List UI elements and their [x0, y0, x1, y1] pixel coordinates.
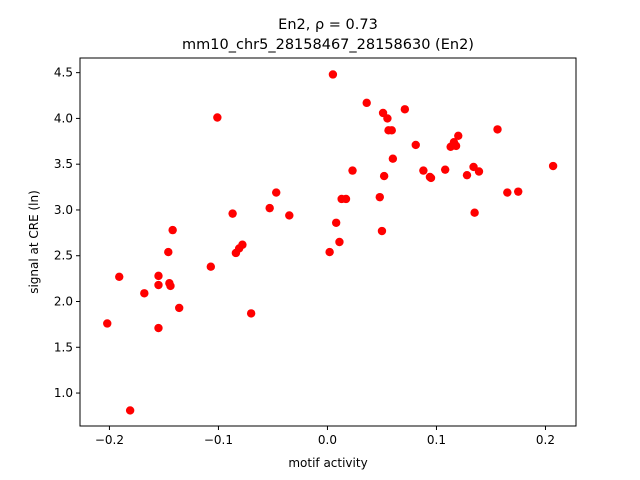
data-point: [272, 188, 281, 197]
x-tick-label: 0.0: [318, 433, 337, 447]
data-point: [548, 161, 558, 171]
data-point: [503, 188, 512, 197]
data-point: [115, 272, 124, 281]
y-tick-label: 4.0: [54, 111, 73, 125]
y-tick-label: 2.0: [54, 295, 73, 309]
data-point: [375, 192, 384, 202]
y-tick-label: 4.5: [54, 66, 73, 80]
data-point: [325, 247, 334, 257]
data-point: [140, 289, 149, 298]
y-tick-label: 1.0: [54, 386, 73, 400]
data-point: [362, 98, 371, 108]
data-point: [400, 105, 410, 114]
data-point: [125, 406, 135, 415]
data-point: [154, 271, 163, 281]
data-point: [341, 194, 351, 204]
chart-title-line1: En2, ρ = 0.73: [278, 17, 378, 33]
data-point: [419, 166, 428, 175]
data-point: [103, 319, 112, 328]
data-point: [154, 280, 163, 290]
data-point: [426, 173, 436, 183]
data-point: [348, 166, 357, 175]
y-tick-label: 1.5: [54, 340, 73, 354]
data-point: [238, 240, 247, 249]
y-tick-label: 2.5: [54, 249, 73, 263]
data-point: [379, 171, 389, 181]
x-axis-ticks: −0.2 −0.1 0.0 0.1 0.2: [95, 426, 555, 447]
x-tick-label: −0.1: [204, 433, 233, 447]
y-axis-ticks: 1.0 1.5 2.0 2.5 3.0 3.5 4.0 4.5: [54, 66, 80, 400]
data-point: [164, 247, 173, 257]
data-point: [451, 141, 461, 151]
data-point: [388, 154, 398, 163]
data-point: [166, 281, 175, 291]
y-tick-label: 3.0: [54, 203, 73, 217]
data-point: [387, 126, 396, 135]
x-tick-label: −0.2: [95, 433, 124, 447]
data-point: [154, 323, 163, 333]
data-point: [377, 226, 387, 236]
data-point: [411, 140, 420, 150]
x-tick-label: 0.1: [427, 433, 446, 447]
plot-area-frame: [79, 57, 577, 427]
data-point: [470, 208, 479, 217]
data-point: [383, 114, 392, 123]
data-point: [474, 167, 484, 176]
data-points: [103, 70, 558, 415]
y-tick-label: 3.5: [54, 157, 73, 171]
x-axis-label: motif activity: [288, 456, 367, 470]
chart-title-line2: mm10_chr5_28158467_28158630 (En2): [182, 37, 474, 53]
data-point: [328, 70, 338, 79]
data-point: [454, 131, 463, 141]
data-point: [175, 303, 184, 313]
data-point: [168, 225, 177, 235]
y-axis-label: signal at CRE (ln): [27, 190, 41, 294]
data-point: [493, 125, 502, 134]
data-point: [213, 113, 222, 122]
data-point: [514, 187, 523, 196]
data-point: [228, 209, 237, 218]
data-point: [462, 170, 472, 180]
data-point: [265, 203, 274, 213]
x-tick-label: 0.2: [536, 433, 555, 447]
data-point: [335, 237, 344, 247]
data-point: [206, 262, 216, 271]
data-point: [246, 309, 256, 318]
data-point: [285, 211, 294, 220]
data-point: [331, 218, 341, 227]
data-point: [440, 165, 450, 174]
